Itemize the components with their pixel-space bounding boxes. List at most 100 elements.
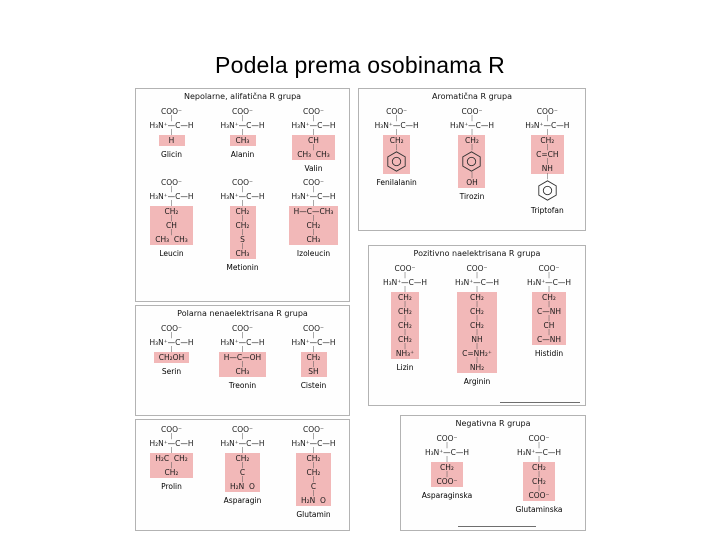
bond-icon: | xyxy=(312,200,315,207)
formula-line: CH₂ xyxy=(470,307,484,316)
formula-line: H xyxy=(168,136,175,145)
structure-diagram: COO⁻ | H₃N⁺—C—H | CH₂ | COO⁻ xyxy=(424,434,470,487)
formula-line: CH₃ xyxy=(306,235,321,244)
formula-line: CH₂ xyxy=(389,136,404,145)
bond-icon: | xyxy=(312,332,315,339)
amino-acid-name: Alanin xyxy=(230,150,255,159)
amino-acid-glutaminska: COO⁻ | H₃N⁺—C—H | CH₂ | CH₂ | COO⁻ Glutaminska xyxy=(493,434,585,514)
formula-line: COO⁻ xyxy=(302,324,324,333)
amino-acid-name: Serin xyxy=(161,367,182,376)
amino-acid-alanin: COO⁻ | H₃N⁺—C—H | CH₃ Alanin xyxy=(207,107,278,159)
r-group-highlight: CH₂ | CH₂ | CH₂ | CH₂ | NH₃⁺ xyxy=(390,292,420,359)
amino-acid-arginin: COO⁻ | H₃N⁺—C—H | CH₂ | CH₂ | CH₂ | NH | C=NH₂⁺ | NH₂ A… xyxy=(441,264,513,386)
r-group-highlight: CH₂ | C—NH | CH | C—NH xyxy=(532,292,566,345)
bond-icon: | xyxy=(312,115,315,122)
bond-icon: | xyxy=(547,301,551,308)
amino-acid-prolin: COO⁻ | H₂N⁺—C—H | H₂C CH₂ | CH₂ Prolin xyxy=(136,425,207,491)
structure-diagram: COO⁻ | H₃N⁺—C—H | H—C—CH₃ | CH₂ | CH₃ xyxy=(288,178,339,245)
bond-icon: | xyxy=(170,129,173,136)
benzene-ring-icon xyxy=(387,150,406,173)
formula-line: OH xyxy=(466,178,478,187)
structure-diagram: COO⁻ | H₃N⁺—C—H | CH₂ | CH₂ | CH₂ | CH₂ | NH₃⁺ xyxy=(382,264,428,359)
bond-icon: | xyxy=(312,229,315,236)
r-group-highlight: H₂C CH₂ | CH₂ xyxy=(150,453,193,478)
formula-line: H₃N⁺—C—H xyxy=(291,192,336,201)
formula-line: NH₂ xyxy=(469,363,485,372)
bond-icon: | xyxy=(241,361,244,368)
r-group-highlight: H—C—OH | CH₃ xyxy=(218,352,267,377)
bond-icon: | xyxy=(312,361,315,368)
formula-line: H₃N⁺—C—H xyxy=(220,338,265,347)
amino-acid-name: Glutaminska xyxy=(515,505,563,514)
formula-line: CH₂ xyxy=(164,468,179,477)
formula-line: CH₃ CH₃ xyxy=(297,150,330,159)
bond-icon: | xyxy=(547,315,551,322)
amino-acid-row: COO⁻ | H₃N⁺—C—H | CH₂ | COO⁻ Asparaginska COO⁻ | H… xyxy=(401,434,585,514)
structure-diagram: COO⁻ | H₃N⁺—C—H | CH₂ | CH₂ | S | CH₃ xyxy=(219,178,265,259)
formula-line: H₃N⁺—C—H xyxy=(525,121,570,130)
formula-line: COO⁻ xyxy=(528,434,550,443)
bond-icon: | xyxy=(312,186,315,193)
bond-icon: | xyxy=(241,433,244,440)
r-group-highlight: CH₂ | C | H₂N O xyxy=(225,453,260,492)
formula-line: CH₂ xyxy=(398,307,412,316)
page-title: Podela prema osobinama R xyxy=(215,52,505,78)
formula-line: COO⁻ xyxy=(160,324,182,333)
formula-line: CH₂ xyxy=(470,321,484,330)
panel-negative: Negativna R grupa COO⁻ | H₃N⁺—C—H | CH₂ | COO⁻… xyxy=(400,415,586,531)
formula-line: H₃N⁺—C—H xyxy=(374,121,419,130)
amino-acid-name: Glicin xyxy=(161,150,182,159)
structure-diagram: COO⁻ | H₃N⁺—C—H | CH₃ xyxy=(219,107,265,146)
formula-line: COO⁻ xyxy=(538,264,560,273)
formula-line: H₃N⁺—C—H xyxy=(526,278,572,287)
formula-line: H₃N⁺—C—H xyxy=(220,121,265,130)
bond-icon: | xyxy=(241,186,244,193)
r-group-highlight: CH₂ | xyxy=(383,135,411,174)
r-group-highlight: CH₂ | CH₂ | S | CH₃ xyxy=(229,206,256,259)
panel-body: COO⁻ | H₃N⁺—C—H | CH₂ | Fenilalanin COO⁻ | H₃N⁺—C… xyxy=(359,102,585,215)
structure-diagram: COO⁻ | H₃N⁺—C—H | CH₂ | | OH xyxy=(449,107,495,188)
formula-line: C—NH xyxy=(537,307,561,316)
bond-icon: | xyxy=(312,144,315,151)
formula-line: CH₃ CH₃ xyxy=(155,235,188,244)
formula-line: CH₂ xyxy=(440,463,454,472)
formula-line: CH xyxy=(543,321,555,330)
bond-icon: | xyxy=(537,471,540,478)
bond-icon: | xyxy=(403,286,407,293)
bond-icon: | xyxy=(170,447,173,454)
bond-icon: | xyxy=(170,215,173,222)
bond-icon: | xyxy=(395,144,398,151)
bond-icon: | xyxy=(170,433,173,440)
formula-line: H—C—CH₃ xyxy=(293,207,334,216)
formula-line: H₂N⁺—C—H xyxy=(149,439,194,448)
structure-diagram: COO⁻ | H₃N⁺—C—H | CH₂ | C | H₂N O xyxy=(219,425,265,492)
bond-icon: | xyxy=(403,315,407,322)
structure-diagram: COO⁻ | H₃N⁺—C—H | CH₂ | xyxy=(374,107,420,174)
amino-acid-glicin: COO⁻ | H₃N⁺—C—H | H Glicin xyxy=(136,107,207,159)
bond-icon: | xyxy=(241,243,244,250)
formula-line: CH₂ xyxy=(398,321,412,330)
bond-icon: | xyxy=(546,158,549,165)
amino-acid-name: Fenilalanin xyxy=(376,178,417,187)
amino-acid-asparagin: COO⁻ | H₃N⁺—C—H | CH₂ | C | H₂N O Asparagin xyxy=(207,425,278,505)
bond-icon: | xyxy=(241,129,244,136)
bond-icon: | xyxy=(403,301,407,308)
panel-header: Aromatična R grupa xyxy=(432,92,512,101)
structure-diagram: COO⁻ | H₃N⁺—C—H | CH₂ | SH xyxy=(290,324,336,377)
amino-acid-metionin: COO⁻ | H₃N⁺—C—H | CH₂ | CH₂ | S | CH₃ Metionin xyxy=(207,178,278,272)
formula-line: COO⁻ xyxy=(231,425,253,434)
formula-line: H₃N⁺—C—H xyxy=(424,448,470,457)
divider-line xyxy=(458,526,536,527)
bond-icon: | xyxy=(312,129,315,136)
panel-body: COO⁻ | H₃N⁺—C—H | CH₂ | CH₂ | CH₂ | CH₂ | NH₃⁺ Lizin C… xyxy=(369,259,585,386)
formula-line: H₃N⁺—C—H xyxy=(382,278,428,287)
bond-icon: | xyxy=(470,115,473,122)
bond-icon: | xyxy=(546,129,549,136)
r-group-highlight: CH₂ | CH₂ | COO⁻ xyxy=(523,462,555,501)
bond-icon: | xyxy=(470,129,473,136)
formula-line: COO⁻ xyxy=(302,425,324,434)
amino-acid-izoleucin: COO⁻ | H₃N⁺—C—H | H—C—CH₃ | CH₂ | CH₃ Izoleucin xyxy=(278,178,349,258)
amino-acid-name: Arginin xyxy=(463,377,491,386)
bond-icon: | xyxy=(445,471,448,478)
